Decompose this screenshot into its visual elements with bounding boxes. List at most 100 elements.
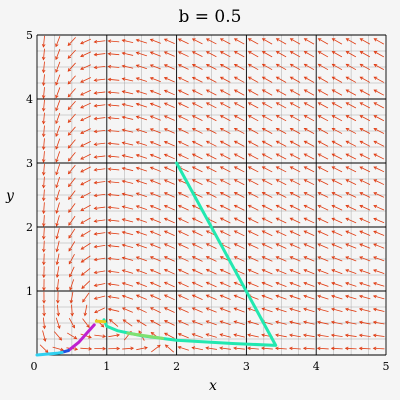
- direction-arrow: [205, 307, 217, 313]
- direction-arrow: [303, 243, 315, 249]
- x-axis-label: x: [209, 378, 217, 394]
- direction-arrow: [247, 140, 259, 147]
- direction-arrow: [289, 281, 301, 287]
- direction-arrow: [359, 269, 371, 275]
- direction-arrow: [67, 152, 76, 162]
- direction-arrow: [219, 127, 231, 134]
- direction-arrow: [80, 102, 92, 109]
- direction-arrow: [359, 153, 371, 160]
- direction-arrow: [177, 268, 189, 275]
- direction-arrow: [233, 89, 245, 96]
- direction-arrow: [66, 332, 78, 340]
- direction-arrow: [372, 333, 385, 338]
- direction-arrow: [94, 346, 107, 351]
- direction-arrow: [359, 243, 371, 249]
- direction-arrow: [80, 347, 93, 351]
- direction-arrow: [55, 317, 61, 330]
- direction-arrow: [331, 153, 343, 160]
- direction-arrow: [247, 63, 259, 71]
- direction-arrow: [80, 38, 92, 45]
- direction-arrow: [345, 76, 357, 83]
- direction-arrow: [121, 243, 134, 249]
- direction-arrow: [121, 307, 133, 313]
- direction-arrow: [177, 345, 189, 351]
- direction-arrow: [275, 115, 287, 122]
- direction-arrow: [233, 51, 245, 58]
- direction-arrow: [93, 103, 106, 108]
- direction-arrow: [275, 51, 287, 58]
- direction-arrow: [289, 127, 301, 134]
- direction-arrow: [303, 294, 315, 300]
- direction-arrow: [303, 307, 315, 313]
- direction-arrow: [121, 256, 134, 261]
- direction-arrow: [233, 230, 245, 237]
- direction-arrow: [219, 63, 231, 70]
- direction-arrow: [247, 153, 259, 160]
- direction-arrow: [135, 281, 147, 287]
- direction-arrow: [149, 128, 161, 134]
- direction-arrow: [345, 115, 357, 122]
- direction-arrow: [149, 153, 161, 160]
- direction-arrow: [135, 217, 148, 223]
- direction-arrow: [373, 63, 385, 71]
- direction-arrow: [121, 128, 134, 133]
- direction-arrow: [93, 168, 106, 172]
- direction-arrow: [289, 307, 301, 313]
- direction-arrow: [289, 204, 301, 211]
- direction-arrow: [163, 294, 175, 301]
- direction-arrow: [303, 256, 315, 262]
- direction-arrow: [67, 177, 76, 188]
- direction-arrow: [317, 281, 329, 287]
- direction-arrow: [67, 88, 76, 98]
- direction-arrow: [69, 279, 75, 291]
- direction-arrow: [317, 307, 329, 313]
- y-tick-label: 3: [26, 157, 33, 170]
- direction-arrow: [177, 89, 189, 96]
- direction-arrow: [275, 294, 287, 300]
- direction-arrow: [359, 38, 371, 45]
- direction-arrow: [67, 62, 76, 72]
- direction-arrow: [121, 115, 134, 120]
- direction-arrow: [205, 51, 217, 58]
- direction-arrow: [135, 128, 148, 134]
- direction-arrow: [55, 74, 61, 86]
- direction-arrow: [163, 102, 175, 108]
- direction-arrow: [233, 192, 245, 198]
- direction-arrow: [163, 179, 175, 185]
- direction-arrow: [108, 318, 119, 327]
- direction-arrow: [205, 268, 217, 275]
- direction-arrow: [330, 346, 343, 351]
- direction-arrow: [177, 140, 189, 147]
- direction-arrow: [163, 140, 175, 147]
- direction-arrow: [331, 76, 343, 83]
- direction-arrow: [80, 230, 91, 237]
- direction-arrow: [149, 77, 161, 83]
- direction-arrow: [42, 304, 46, 317]
- direction-arrow: [205, 294, 217, 300]
- direction-arrow: [331, 204, 343, 211]
- direction-arrow: [122, 319, 133, 327]
- direction-arrow: [317, 38, 329, 45]
- y-axis-label: y: [5, 188, 15, 204]
- direction-arrow: [303, 38, 315, 45]
- direction-arrow: [289, 115, 301, 122]
- direction-arrow: [93, 257, 106, 262]
- direction-arrow: [149, 115, 161, 121]
- direction-arrow: [80, 192, 91, 199]
- direction-arrow: [107, 307, 120, 312]
- direction-arrow: [121, 179, 134, 184]
- direction-arrow: [317, 89, 329, 96]
- direction-arrow: [177, 256, 189, 262]
- direction-arrow: [177, 281, 189, 288]
- direction-arrow: [205, 243, 217, 249]
- direction-arrow: [359, 192, 371, 198]
- direction-arrow: [219, 230, 231, 237]
- x-tick-label: 0: [31, 360, 38, 373]
- direction-arrow: [303, 230, 315, 237]
- direction-arrow: [289, 243, 301, 249]
- direction-arrow: [135, 179, 148, 185]
- direction-arrow: [219, 38, 231, 45]
- direction-arrow: [289, 38, 301, 45]
- direction-arrow: [331, 294, 343, 300]
- direction-arrow: [80, 77, 92, 83]
